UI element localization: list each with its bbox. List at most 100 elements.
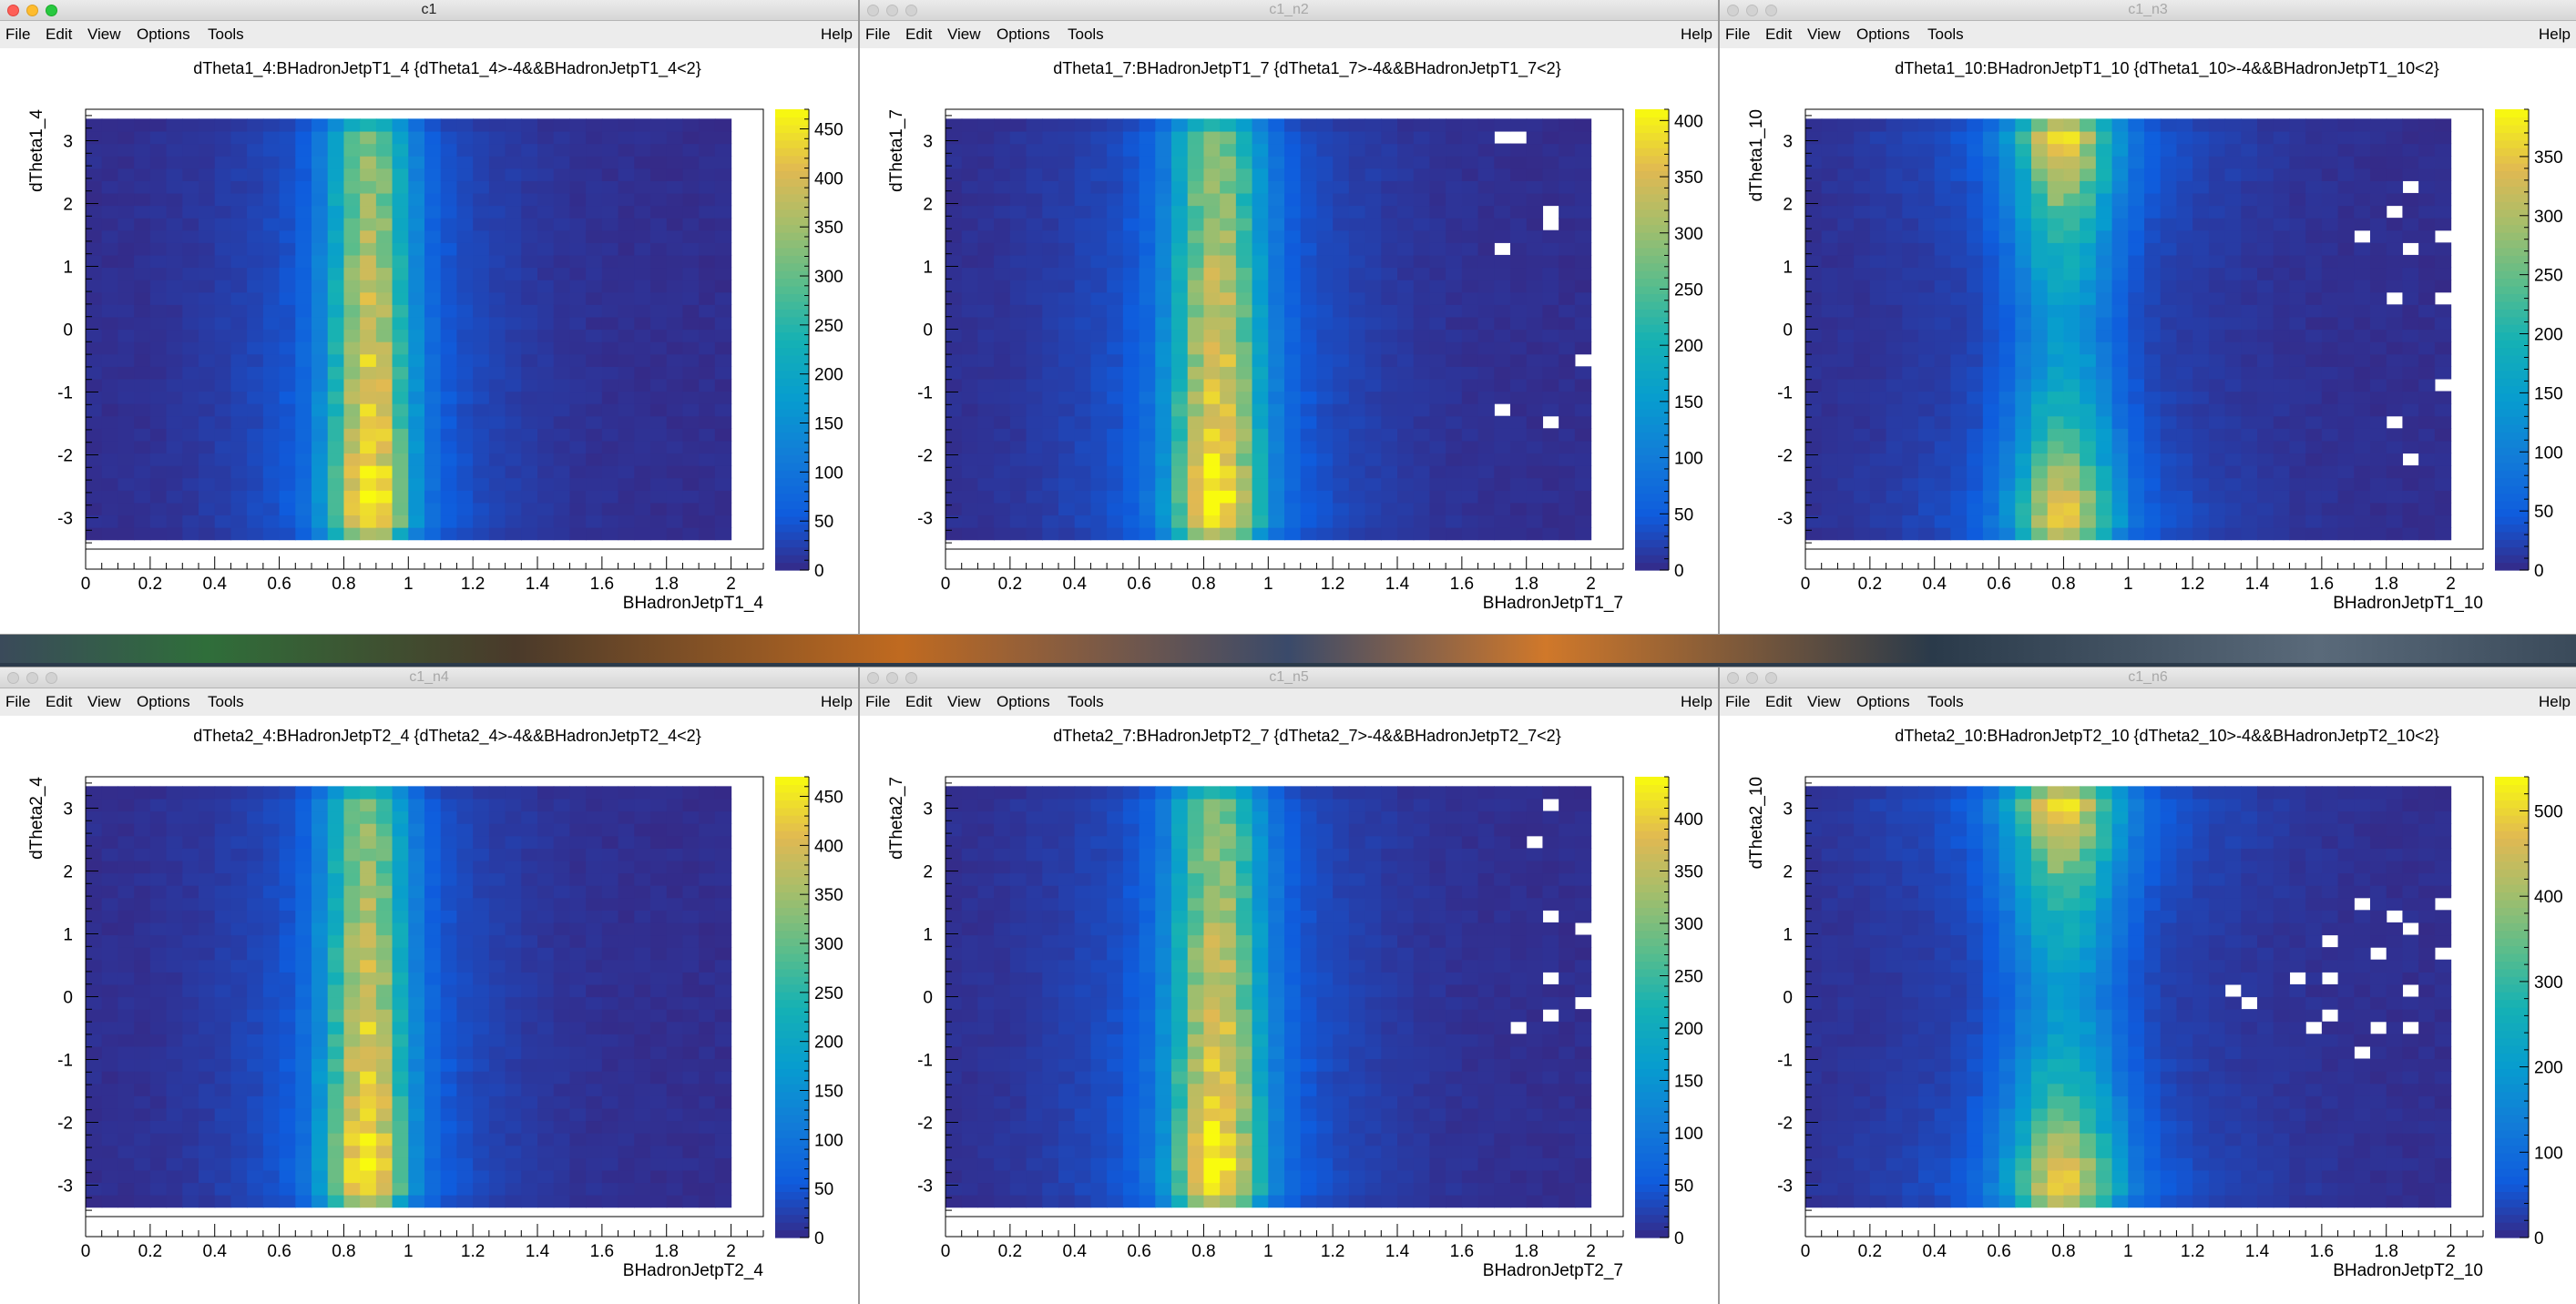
histogram-bin [1235, 156, 1253, 169]
zoom-window-button[interactable] [46, 672, 57, 684]
zoom-window-button[interactable] [46, 5, 57, 16]
histogram-bin [2128, 192, 2145, 207]
menu-help[interactable]: Help [1681, 25, 1712, 43]
histogram-bin [327, 353, 345, 367]
histogram-bin [1107, 143, 1124, 157]
menu-tools[interactable]: Tools [208, 693, 244, 710]
palette-segment [775, 217, 809, 226]
histogram-bin [1171, 205, 1189, 219]
histogram-bin [1902, 527, 1919, 541]
menu-tools[interactable]: Tools [208, 25, 244, 43]
histogram-bin [961, 440, 979, 454]
menu-file[interactable]: File [5, 25, 31, 43]
histogram-bin [214, 229, 232, 243]
histogram-bin [101, 872, 119, 886]
histogram-bin [1235, 502, 1253, 516]
window-titlebar[interactable]: c1 [0, 0, 858, 21]
menu-view[interactable]: View [87, 25, 121, 43]
window-titlebar[interactable]: c1_n3 [1720, 0, 2576, 21]
menu-view[interactable]: View [1807, 25, 1841, 43]
close-window-button[interactable] [7, 5, 19, 16]
histogram-bin [634, 218, 651, 231]
menu-file[interactable]: File [5, 693, 31, 710]
histogram-bin [149, 996, 168, 1010]
histogram-bin [1413, 428, 1431, 442]
histogram-bin [2128, 329, 2145, 342]
histogram-bin [1446, 514, 1463, 528]
histogram-bin [149, 972, 168, 985]
close-window-button[interactable] [867, 5, 879, 16]
menu-view[interactable]: View [947, 25, 981, 43]
menu-options[interactable]: Options [137, 25, 190, 43]
minimize-window-button[interactable] [886, 5, 898, 16]
histogram-bin [1886, 366, 1903, 380]
histogram-bin [182, 1107, 199, 1122]
histogram-bin [1365, 205, 1382, 219]
histogram-bin [1446, 118, 1463, 132]
histogram-bin [553, 205, 571, 219]
menu-help[interactable]: Help [821, 25, 853, 43]
histogram-bin [1074, 329, 1092, 342]
palette-segment [775, 148, 809, 157]
histogram-bin [618, 156, 635, 169]
histogram-bin [392, 316, 409, 331]
histogram-bin [199, 453, 216, 466]
close-window-button[interactable] [7, 672, 19, 684]
menu-options[interactable]: Options [137, 693, 190, 710]
menu-edit[interactable]: Edit [905, 25, 933, 43]
minimize-window-button[interactable] [26, 5, 38, 16]
histogram-bin [149, 514, 168, 528]
minimize-window-button[interactable] [1746, 5, 1758, 16]
root-canvas[interactable]: dTheta1_4:BHadronJetpT1_4 {dTheta1_4>-4&… [0, 48, 858, 634]
window-titlebar[interactable]: c1_n2 [860, 0, 1718, 21]
menu-options[interactable]: Options [1856, 25, 1910, 43]
histogram-bin [214, 378, 232, 392]
menu-file[interactable]: File [1725, 25, 1751, 43]
histogram-bin [1559, 391, 1576, 404]
histogram-bin [714, 353, 732, 367]
histogram-bin [1559, 192, 1576, 207]
histogram-bin [1429, 218, 1446, 231]
histogram-bin [1805, 156, 1823, 169]
menu-edit[interactable]: Edit [46, 693, 73, 710]
histogram-bin [699, 229, 716, 243]
histogram-bin [1090, 366, 1108, 380]
histogram-bin [1967, 267, 1984, 280]
menu-tools[interactable]: Tools [1068, 25, 1104, 43]
histogram-bin [2063, 453, 2080, 466]
histogram-bin [2321, 156, 2339, 169]
histogram-bin [1300, 415, 1318, 429]
root-canvas[interactable]: dTheta1_7:BHadronJetpT1_7 {dTheta1_7>-4&… [860, 48, 1718, 634]
menu-tools[interactable]: Tools [1927, 25, 1964, 43]
window-titlebar[interactable]: c1_n4 [0, 667, 858, 688]
menu-edit[interactable]: Edit [46, 25, 73, 43]
palette-segment [2495, 385, 2529, 394]
histogram-bin [1429, 118, 1446, 132]
minimize-window-button[interactable] [26, 672, 38, 684]
menu-help[interactable]: Help [2539, 25, 2571, 43]
menu-file[interactable]: File [865, 25, 891, 43]
histogram-bin [1009, 316, 1027, 331]
histogram-bin [699, 254, 716, 269]
close-window-button[interactable] [1727, 5, 1739, 16]
zoom-window-button[interactable] [905, 5, 917, 16]
menu-options[interactable]: Options [997, 25, 1050, 43]
histogram-bin [360, 156, 377, 169]
histogram-bin [1446, 477, 1463, 491]
zoom-window-button[interactable] [1765, 5, 1777, 16]
histogram-bin [1203, 143, 1221, 157]
histogram-bin [1139, 143, 1156, 157]
histogram-bin [2418, 465, 2436, 479]
histogram-bin [2370, 502, 2387, 516]
menu-help[interactable]: Help [821, 693, 853, 710]
histogram-bin [312, 490, 329, 504]
menu-view[interactable]: View [87, 693, 121, 710]
menu-edit[interactable]: Edit [1765, 25, 1793, 43]
root-canvas[interactable]: dTheta2_4:BHadronJetpT2_4 {dTheta2_4>-4&… [0, 716, 858, 1304]
histogram-bin [2208, 156, 2226, 169]
histogram-bin [118, 180, 135, 194]
histogram-bin [488, 428, 506, 442]
histogram-bin [262, 143, 281, 157]
histogram-bin [343, 378, 361, 392]
root-canvas[interactable]: dTheta1_10:BHadronJetpT1_10 {dTheta1_10>… [1720, 48, 2576, 634]
